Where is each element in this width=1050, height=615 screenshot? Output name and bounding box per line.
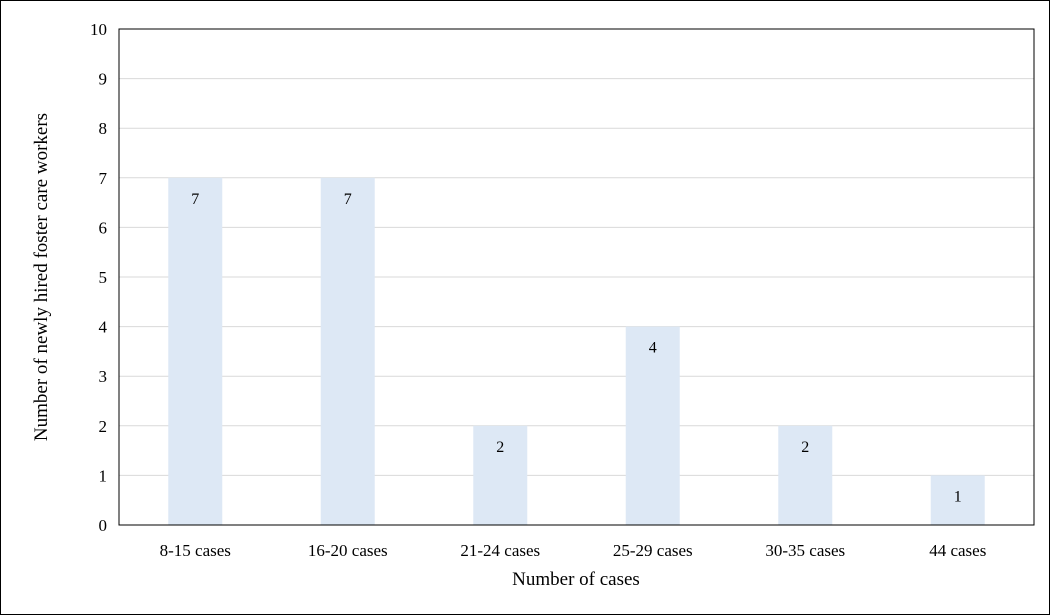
y-tick-label: 6 [99, 218, 108, 237]
data-label: 4 [649, 340, 657, 357]
gridlines [119, 78, 1034, 476]
y-tick-label: 5 [99, 268, 108, 287]
y-tick-label: 0 [99, 516, 108, 535]
x-category-label: 30-35 cases [765, 541, 845, 560]
y-tick-label: 8 [99, 119, 108, 138]
y-tick-label: 3 [99, 367, 108, 386]
x-category-label: 25-29 cases [613, 541, 693, 560]
plot-area-frame [118, 28, 1035, 526]
y-tick-label: 9 [99, 70, 108, 89]
data-label: 2 [801, 439, 809, 456]
x-category-label: 44 cases [929, 541, 986, 560]
y-tick-label: 4 [99, 318, 108, 337]
bar-44-cases [930, 475, 985, 525]
data-label: 7 [344, 191, 352, 208]
bar-25-29-cases [625, 326, 680, 525]
x-category-label: 16-20 cases [308, 541, 388, 560]
bars [168, 177, 985, 526]
bar-30-35-cases [778, 425, 833, 525]
bar-21-24-cases [473, 425, 528, 525]
bar-16-20-cases [320, 177, 375, 526]
y-axis-title: Number of newly hired foster care worker… [31, 113, 52, 441]
data-label: 7 [191, 191, 199, 208]
x-category-label: 8-15 cases [160, 541, 231, 560]
x-axis-categories: 8-15 cases 16-20 cases 21-24 cases 25-29 ca… [160, 541, 987, 560]
x-axis-title: Number of cases [512, 569, 640, 590]
y-tick-label: 2 [99, 417, 108, 436]
y-tick-label: 1 [99, 466, 108, 485]
data-label: 1 [954, 488, 962, 505]
y-tick-label: 10 [90, 20, 107, 39]
data-label: 2 [496, 439, 504, 456]
y-axis-ticks: 0 1 2 3 4 5 6 7 8 9 10 [90, 20, 108, 535]
x-category-label: 21-24 cases [460, 541, 540, 560]
data-labels: 7 7 2 4 2 1 [191, 191, 962, 506]
bar-8-15-cases [168, 177, 223, 526]
y-tick-label: 7 [99, 169, 108, 188]
